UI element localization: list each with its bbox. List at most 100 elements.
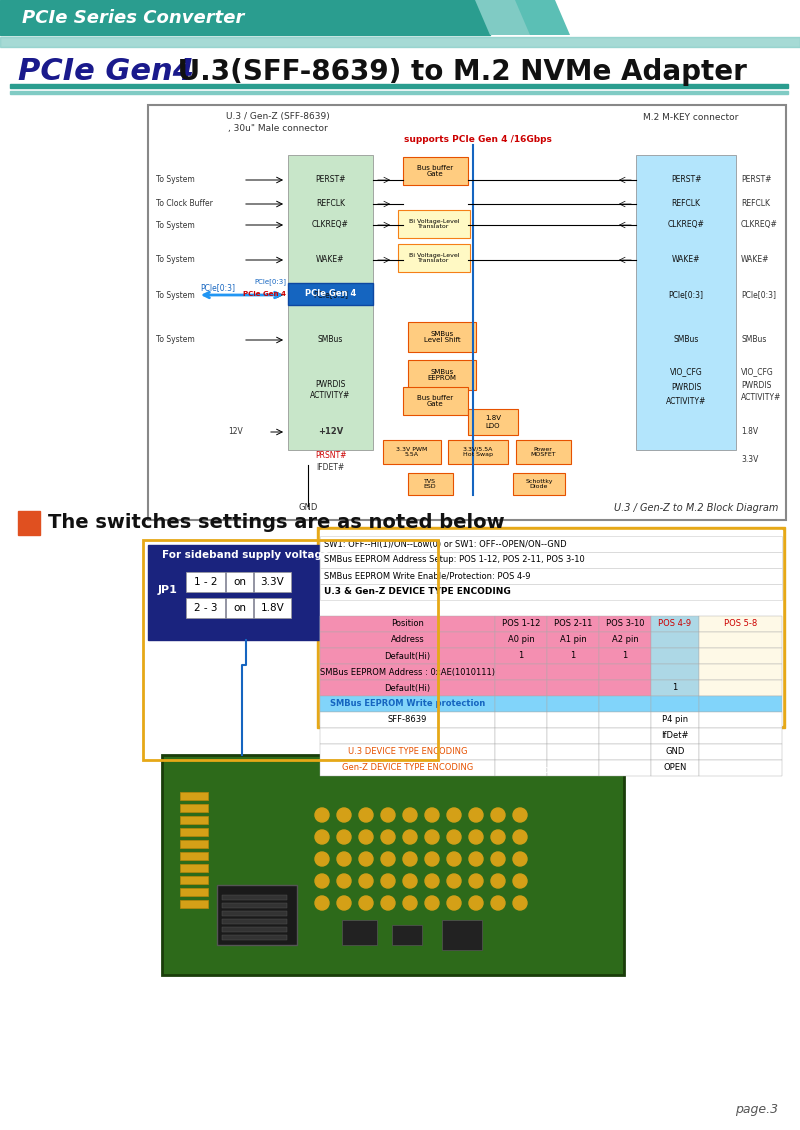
Bar [495,647,547,664]
Bar [651,728,699,744]
Circle shape [359,808,373,822]
Text: page.3: page.3 [735,1104,778,1116]
Bar [18,511,40,534]
Bar [547,760,599,776]
Bar [186,572,225,592]
Bar [408,322,476,353]
Text: CLKREQ#: CLKREQ# [667,220,705,229]
Bar [254,598,291,618]
Bar [547,680,599,696]
Bar [10,92,788,94]
Bar [495,744,547,760]
Text: 1.8V: 1.8V [741,427,758,436]
Text: SMBus: SMBus [674,336,698,345]
Bar [320,530,782,725]
Circle shape [491,896,505,910]
Polygon shape [515,0,570,35]
Text: on: on [233,603,246,612]
Circle shape [469,873,483,888]
Bar [651,680,699,696]
Circle shape [381,831,395,844]
Bar [320,568,782,584]
Bar [143,540,438,760]
Bar [148,545,343,640]
Bar [495,664,547,680]
Bar [699,744,782,760]
Circle shape [513,852,527,866]
Bar [317,527,785,728]
Circle shape [447,852,461,866]
Bar [516,440,571,464]
Bar [699,632,782,647]
Text: VIO_CFG: VIO_CFG [670,367,702,376]
Bar [226,598,253,618]
Bar [10,84,788,88]
Circle shape [403,852,417,866]
Text: PCIe Gen4: PCIe Gen4 [18,58,194,87]
Bar [699,680,782,696]
Text: SMBus EEPROM Address Setup: POS 1-12, POS 2-11, POS 3-10: SMBus EEPROM Address Setup: POS 1-12, PO… [324,556,585,565]
Bar [408,360,476,390]
Bar [288,282,373,305]
Bar [320,760,495,776]
Circle shape [381,852,395,866]
Text: PCIe Gen 4: PCIe Gen 4 [243,292,286,297]
Bar [288,155,373,450]
Circle shape [403,896,417,910]
Text: SMBus EEPROM Address : 0xAE(1010111): SMBus EEPROM Address : 0xAE(1010111) [320,668,495,677]
Circle shape [513,831,527,844]
Circle shape [337,831,351,844]
Text: A2 pin: A2 pin [612,635,638,644]
Circle shape [381,808,395,822]
Text: PCIe[0:3]: PCIe[0:3] [200,284,235,293]
Text: To Clock Buffer: To Clock Buffer [156,200,213,209]
Circle shape [491,873,505,888]
Bar [495,680,547,696]
Bar [180,864,208,872]
Text: A0 pin: A0 pin [508,635,534,644]
Text: IfDet#: IfDet# [662,731,689,740]
Bar [547,632,599,647]
Bar [495,616,547,632]
Bar [699,696,782,712]
Bar [599,647,651,664]
Circle shape [447,896,461,910]
Bar [180,792,208,800]
Text: PWRDIS: PWRDIS [741,381,771,390]
Circle shape [425,808,439,822]
Text: PERST#: PERST# [315,175,346,184]
Bar [222,911,287,916]
Text: TVS
ESD: TVS ESD [424,479,436,489]
Text: WAKE#: WAKE# [741,255,770,264]
Text: SMBus EEPROM Write protection: SMBus EEPROM Write protection [330,699,485,709]
Circle shape [425,873,439,888]
Circle shape [491,808,505,822]
Bar [651,616,699,632]
Text: Address: Address [390,635,424,644]
Bar [320,680,495,696]
Bar [398,210,470,238]
Text: SMBus
EEPROM: SMBus EEPROM [427,368,457,382]
Text: 2 - 3: 2 - 3 [194,603,218,612]
Text: To System: To System [156,290,194,299]
Circle shape [315,808,329,822]
Circle shape [513,808,527,822]
Bar [495,728,547,744]
Circle shape [513,896,527,910]
Text: PWRDIS
ACTIVITY#: PWRDIS ACTIVITY# [310,381,350,400]
Text: PCIe Gen 4: PCIe Gen 4 [305,289,356,298]
Bar [408,473,453,495]
Bar [651,712,699,728]
Circle shape [315,831,329,844]
Bar [320,647,495,664]
Text: POS 1-12: POS 1-12 [502,619,540,628]
Text: Power
MOSFET: Power MOSFET [530,446,556,458]
Text: Bi Voltage-Level
Translator: Bi Voltage-Level Translator [409,218,459,229]
Bar [599,760,651,776]
Circle shape [337,873,351,888]
Text: 3.3V/5.5A
Hot Swap: 3.3V/5.5A Hot Swap [463,446,493,458]
Text: POS 4-9: POS 4-9 [658,619,691,628]
Text: +12V: +12V [318,427,343,436]
Text: To System: To System [156,255,194,264]
Bar [599,680,651,696]
